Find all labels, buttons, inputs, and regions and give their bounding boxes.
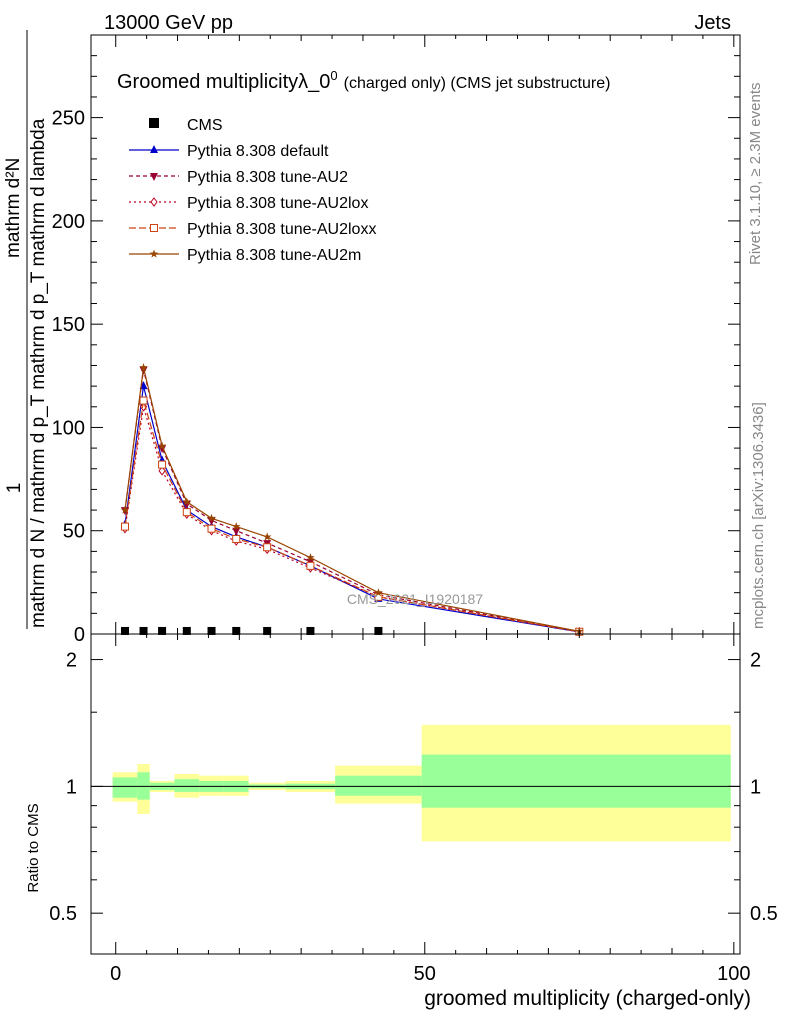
cms-point xyxy=(232,626,241,635)
cms-point xyxy=(139,626,148,635)
legend-label-2: Pythia 8.308 tune-AU2 xyxy=(187,169,348,186)
legend-label-4: Pythia 8.308 tune-AU2loxx xyxy=(187,221,376,238)
y-tick-label: 250 xyxy=(52,108,85,130)
ratio-frame xyxy=(90,633,741,955)
y-tick-label: 100 xyxy=(52,417,85,439)
cms-point xyxy=(182,626,191,635)
x-tick-label: 100 xyxy=(717,963,750,985)
series-2-point xyxy=(232,527,241,536)
cms-point xyxy=(207,626,216,635)
legend-marker-3 xyxy=(150,197,158,207)
series-5-point xyxy=(120,505,130,514)
series-4-point xyxy=(139,396,148,405)
series-line-1 xyxy=(124,385,580,633)
x-tick-label: 0 xyxy=(110,963,121,985)
ylabel-num: 1 xyxy=(4,483,25,494)
ratio-tick-label-right: 1 xyxy=(750,776,761,798)
energy-label: 13000 GeV pp xyxy=(104,12,233,34)
ratio-tick-label-right: 2 xyxy=(750,650,761,672)
chart-title: Groomed multiplicityλ_00 (charged only) (… xyxy=(117,68,610,93)
legend-marker-5 xyxy=(149,249,159,258)
process-label: Jets xyxy=(694,12,731,34)
ylabel-den: mathrm d N / mathrm d p_T mathrm d p_T m… xyxy=(28,118,49,628)
ratio-tick-label: 0.5 xyxy=(49,903,77,925)
y-tick-label: 50 xyxy=(63,521,85,543)
legend-cms-marker xyxy=(149,118,159,128)
legend-marker-1 xyxy=(150,145,158,153)
ratio-band-green xyxy=(335,775,422,796)
legend-marker-4 xyxy=(150,224,158,232)
series-line-4 xyxy=(124,400,580,633)
cms-point xyxy=(120,626,129,635)
ylabel-top: mathrm d²N xyxy=(3,158,24,258)
y-tick-label: 150 xyxy=(52,314,85,336)
ratio-panel: 0 50 100 0.5 0.5 1 1 2 2 xyxy=(49,633,778,985)
series-line-5 xyxy=(124,367,580,632)
series-5-point xyxy=(182,497,192,506)
series-4-point xyxy=(207,524,216,533)
series-5-point xyxy=(157,441,167,450)
cms-point xyxy=(374,626,383,635)
series-5-point xyxy=(374,588,383,597)
series-4-point xyxy=(232,534,241,543)
y-tick-label: 0 xyxy=(74,624,85,646)
rivet-label: Rivet 3.1.10, ≥ 2.3M events xyxy=(747,83,764,266)
series-5-point xyxy=(207,513,216,522)
series-2-point xyxy=(158,445,167,454)
series-5-point xyxy=(306,553,315,562)
series-4-point xyxy=(263,543,272,552)
legend-label-1: Pythia 8.308 default xyxy=(187,143,329,160)
series-4-point xyxy=(306,561,315,570)
series-5-point xyxy=(262,532,272,541)
series-4-point xyxy=(182,508,191,517)
main-panel: 0 50 100 150 200 250 Groomed multiplicityλ_00… xyxy=(52,34,741,646)
legend-cms-label: CMS xyxy=(187,117,223,134)
ratio-band-green xyxy=(421,754,731,808)
legend-label-3: Pythia 8.308 tune-AU2lox xyxy=(187,195,368,212)
cms-point xyxy=(306,626,315,635)
ratio-band-green xyxy=(112,777,138,798)
series-3-point xyxy=(158,465,166,476)
x-axis-label: groomed multiplicity (charged-only) xyxy=(424,987,751,1010)
series-5-point xyxy=(232,522,241,531)
ratio-tick-label-right: 0.5 xyxy=(750,903,778,925)
ratio-tick-label: 2 xyxy=(66,650,77,672)
series-5-point xyxy=(139,363,148,372)
cms-point xyxy=(158,626,167,635)
legend-marker-2 xyxy=(150,173,158,181)
watermark: CMS_2021_I1920187 xyxy=(347,591,483,607)
series-4-point xyxy=(120,522,129,531)
ratio-band-green xyxy=(174,779,200,792)
x-tick-label: 50 xyxy=(414,963,436,985)
y-tick-label: 200 xyxy=(52,211,85,233)
series-line-3 xyxy=(124,406,580,633)
legend: CMS Pythia 8.308 default Pythia 8.308 tune… xyxy=(129,117,376,264)
ratio-tick-label: 1 xyxy=(66,776,77,798)
mcplots-label: mcplots.cern.ch [arXiv:1306.3436] xyxy=(750,402,767,629)
series-4-point xyxy=(158,460,167,469)
legend-label-5: Pythia 8.308 tune-AU2m xyxy=(187,247,361,264)
cms-point xyxy=(263,626,272,635)
ratio-ylabel: Ratio to CMS xyxy=(25,803,42,892)
